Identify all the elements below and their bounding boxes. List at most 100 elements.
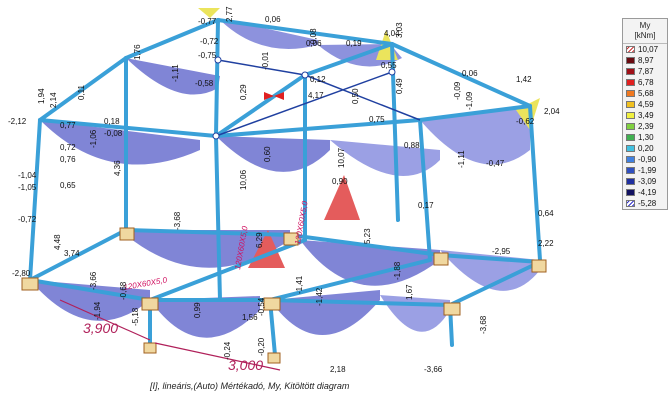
legend-value: 0,20	[638, 144, 654, 153]
legend-swatch	[626, 167, 635, 174]
moment-label: 1,67	[405, 284, 414, 300]
moment-label: 4,17	[308, 91, 324, 100]
legend-swatch	[626, 134, 635, 141]
moment-label: 4,48	[53, 234, 62, 250]
legend-rows: 10,07 8,97 7,87 6,78 5,68 4,59 3,49 2,39 1,30 0,2…	[623, 44, 667, 209]
moment-label: -0,72	[200, 37, 219, 46]
moment-label: 5,23	[363, 228, 372, 244]
legend-value: 2,39	[638, 122, 654, 131]
moment-label: -0,75	[198, 51, 217, 60]
legend-row: 5,68	[623, 88, 667, 99]
moment-label: 2,18	[330, 365, 346, 374]
legend-swatch	[626, 112, 635, 119]
moment-label: -1,94	[93, 301, 102, 320]
moment-label: 0,08	[309, 28, 318, 44]
moment-label: -1,88	[393, 261, 402, 280]
moment-label: -3,66	[89, 271, 98, 290]
legend-value: 6,78	[638, 78, 654, 87]
legend-value: 3,49	[638, 111, 654, 120]
moment-label: 0,75	[369, 115, 385, 124]
legend-swatch	[626, 145, 635, 152]
moment-label: 0,76	[60, 155, 76, 164]
legend-swatch	[626, 178, 635, 185]
moment-label: 4,36	[113, 160, 122, 176]
section-label: 120X60X5,0	[123, 275, 168, 292]
legend-row: -4,19	[623, 187, 667, 198]
legend-swatch	[626, 57, 635, 64]
moment-label: -1,05	[18, 183, 37, 192]
moment-label: 3,74	[64, 249, 80, 258]
legend-row: 8,97	[623, 55, 667, 66]
legend-row: -3,09	[623, 176, 667, 187]
moment-label: 2,04	[544, 107, 560, 116]
legend-title: My	[639, 21, 651, 30]
moment-label: 0,90	[332, 177, 348, 186]
moment-label: -0,77	[198, 17, 217, 26]
moment-label: -1,42	[315, 287, 324, 306]
legend-row: 1,30	[623, 132, 667, 143]
dimension-label-x: 3,900	[83, 320, 118, 336]
moment-label: 0,18	[104, 117, 120, 126]
moment-label: -1,11	[171, 64, 180, 82]
moment-label: 0,49	[395, 78, 404, 94]
moment-label: 2,77	[225, 6, 234, 22]
moment-label: -0,24	[223, 341, 232, 360]
moment-label: 0,17	[418, 201, 434, 210]
moment-label: -1,11	[457, 150, 466, 168]
legend-row: 3,49	[623, 110, 667, 121]
diagram-caption: [I], lineáris,(Auto) Mértékadó, My, Kitö…	[150, 381, 350, 391]
frame-model-canvas: 3,900 3,000 120X60X5,0 120X60X5,0 120X60…	[8, 6, 560, 374]
bracing-lines	[215, 59, 421, 137]
moment-label: 0,19	[346, 39, 362, 48]
moment-label: 6,29	[255, 232, 264, 248]
moment-label: 0,12	[310, 75, 326, 84]
support-symbols	[21, 227, 547, 364]
moment-diagram-fills	[30, 8, 540, 338]
legend-value: -4,19	[638, 188, 657, 197]
moment-label: -0,01	[261, 51, 270, 70]
moment-label: 10,07	[337, 147, 346, 168]
moment-label: 4,04	[384, 29, 400, 38]
legend-value: 1,30	[638, 133, 654, 142]
nodes	[212, 56, 396, 140]
legend-value: 4,59	[638, 100, 654, 109]
moment-label: -3,68	[479, 315, 488, 334]
legend-swatch	[626, 68, 635, 75]
moment-label: -1,09	[465, 91, 474, 110]
legend-row: 4,59	[623, 99, 667, 110]
moment-label: 2,14	[49, 92, 58, 108]
moment-label: -0,58	[195, 79, 214, 88]
structural-model-viewport[interactable]: 3,900 3,000 120X60X5,0 120X60X5,0 120X60…	[0, 0, 600, 398]
moment-label: -3,66	[424, 365, 443, 374]
moment-label: -2,12	[8, 117, 27, 126]
dimension-lines	[59, 299, 281, 371]
moment-label: 0,06	[265, 15, 281, 24]
legend-swatch	[626, 189, 635, 196]
moment-label: 1,56	[242, 313, 258, 322]
legend-value: -0,90	[638, 155, 657, 164]
moment-label: -0,47	[486, 159, 505, 168]
legend-value: 10,07	[638, 45, 659, 54]
legend-row: 7,87	[623, 66, 667, 77]
moment-label: -1,06	[89, 129, 98, 148]
moment-label: -2,95	[492, 247, 511, 256]
legend-unit: [kNm]	[634, 31, 656, 40]
moment-label: 1,76	[133, 44, 142, 60]
legend-row: -5,28	[623, 198, 667, 209]
legend-row: 10,07	[623, 44, 667, 55]
moment-label: -1,41	[295, 275, 304, 294]
moment-value-labels: -0,77 2,77 0,06 -0,72 0,06 0,08 4,04 3,0…	[8, 6, 560, 374]
legend-row: 2,39	[623, 121, 667, 132]
legend-row: -0,90	[623, 154, 667, 165]
moment-color-legend: My [kNm] 10,07 8,97 7,87 6,78 5,68 4,59 3,49 2,…	[622, 18, 668, 210]
moment-label: -3,68	[173, 211, 182, 230]
legend-row: 6,78	[623, 77, 667, 88]
moment-label: 0,29	[239, 84, 248, 100]
legend-value: 7,87	[638, 67, 654, 76]
legend-swatch	[626, 79, 635, 86]
legend-value: 8,97	[638, 56, 654, 65]
moment-label: 0,50	[351, 88, 360, 104]
moment-label: 2,22	[538, 239, 554, 248]
moment-label: 0,77	[60, 121, 76, 130]
moment-label: 0,60	[263, 146, 272, 162]
